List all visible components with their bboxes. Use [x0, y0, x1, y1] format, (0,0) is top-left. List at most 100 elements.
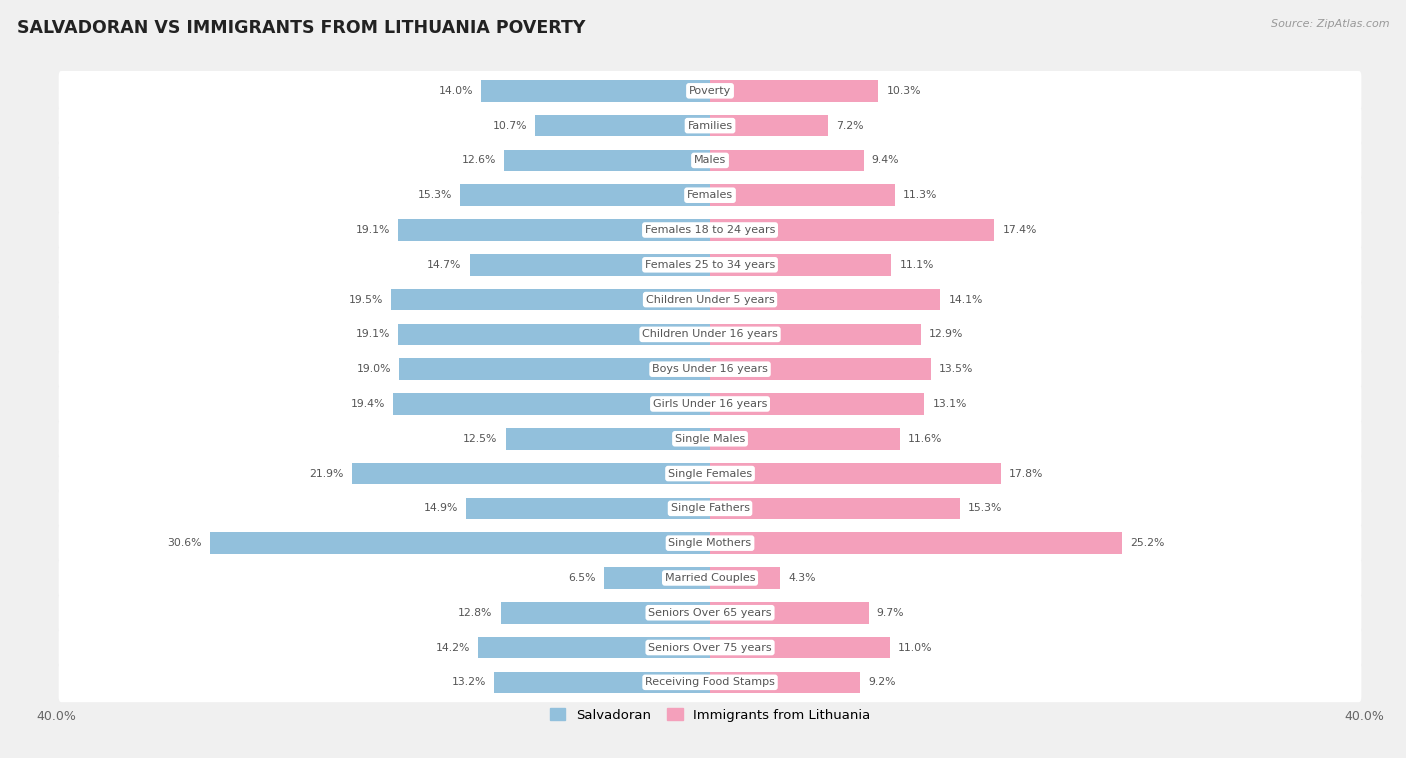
- Text: 14.9%: 14.9%: [425, 503, 458, 513]
- Bar: [710, 463, 1001, 484]
- Text: 4.3%: 4.3%: [789, 573, 815, 583]
- FancyBboxPatch shape: [59, 210, 1361, 250]
- Bar: [710, 359, 931, 380]
- Bar: [710, 289, 941, 310]
- FancyBboxPatch shape: [59, 349, 1361, 389]
- Text: 19.4%: 19.4%: [350, 399, 385, 409]
- Bar: [710, 254, 891, 276]
- Text: Males: Males: [695, 155, 725, 165]
- Text: 11.6%: 11.6%: [908, 434, 942, 443]
- FancyBboxPatch shape: [59, 175, 1361, 215]
- Text: Girls Under 16 years: Girls Under 16 years: [652, 399, 768, 409]
- Text: 6.5%: 6.5%: [568, 573, 596, 583]
- Text: 15.3%: 15.3%: [418, 190, 451, 200]
- Bar: [398, 324, 710, 345]
- Text: Females: Females: [688, 190, 733, 200]
- Text: Single Females: Single Females: [668, 468, 752, 478]
- Text: Poverty: Poverty: [689, 86, 731, 96]
- Bar: [710, 567, 780, 589]
- FancyBboxPatch shape: [59, 488, 1361, 528]
- Text: 12.8%: 12.8%: [458, 608, 492, 618]
- Text: 13.1%: 13.1%: [932, 399, 967, 409]
- FancyBboxPatch shape: [59, 140, 1361, 180]
- Text: 12.6%: 12.6%: [461, 155, 496, 165]
- FancyBboxPatch shape: [59, 315, 1361, 354]
- FancyBboxPatch shape: [59, 245, 1361, 285]
- Text: 11.3%: 11.3%: [903, 190, 938, 200]
- Text: 25.2%: 25.2%: [1130, 538, 1164, 548]
- Bar: [398, 219, 710, 241]
- Bar: [399, 359, 710, 380]
- Text: 9.2%: 9.2%: [869, 678, 896, 688]
- Bar: [710, 184, 894, 206]
- Bar: [495, 672, 710, 693]
- Bar: [478, 637, 710, 658]
- Text: 30.6%: 30.6%: [167, 538, 201, 548]
- Text: 15.3%: 15.3%: [969, 503, 1002, 513]
- Text: 12.5%: 12.5%: [463, 434, 498, 443]
- FancyBboxPatch shape: [59, 523, 1361, 563]
- Bar: [505, 149, 710, 171]
- Bar: [506, 428, 710, 449]
- Text: 21.9%: 21.9%: [309, 468, 344, 478]
- Text: 19.1%: 19.1%: [356, 330, 389, 340]
- Bar: [352, 463, 710, 484]
- Bar: [391, 289, 710, 310]
- Text: Children Under 5 years: Children Under 5 years: [645, 295, 775, 305]
- Text: Seniors Over 75 years: Seniors Over 75 years: [648, 643, 772, 653]
- Text: 10.7%: 10.7%: [492, 121, 527, 130]
- Text: 14.1%: 14.1%: [949, 295, 983, 305]
- Text: Females 18 to 24 years: Females 18 to 24 years: [645, 225, 775, 235]
- FancyBboxPatch shape: [59, 419, 1361, 459]
- FancyBboxPatch shape: [59, 106, 1361, 146]
- Bar: [481, 80, 710, 102]
- Text: 17.4%: 17.4%: [1002, 225, 1038, 235]
- Text: Children Under 16 years: Children Under 16 years: [643, 330, 778, 340]
- Bar: [710, 393, 924, 415]
- Text: Source: ZipAtlas.com: Source: ZipAtlas.com: [1271, 19, 1389, 29]
- FancyBboxPatch shape: [59, 454, 1361, 493]
- Bar: [710, 672, 860, 693]
- Bar: [710, 149, 863, 171]
- FancyBboxPatch shape: [59, 71, 1361, 111]
- Text: Families: Families: [688, 121, 733, 130]
- Legend: Salvadoran, Immigrants from Lithuania: Salvadoran, Immigrants from Lithuania: [544, 703, 876, 727]
- FancyBboxPatch shape: [59, 280, 1361, 319]
- Text: Married Couples: Married Couples: [665, 573, 755, 583]
- Text: 9.4%: 9.4%: [872, 155, 900, 165]
- FancyBboxPatch shape: [59, 662, 1361, 702]
- Bar: [710, 115, 828, 136]
- Text: 19.1%: 19.1%: [356, 225, 389, 235]
- Bar: [710, 428, 900, 449]
- Text: 19.5%: 19.5%: [349, 295, 382, 305]
- Text: 11.1%: 11.1%: [900, 260, 934, 270]
- Text: 9.7%: 9.7%: [877, 608, 904, 618]
- FancyBboxPatch shape: [59, 593, 1361, 633]
- Bar: [710, 532, 1122, 554]
- Text: 7.2%: 7.2%: [837, 121, 863, 130]
- Text: 17.8%: 17.8%: [1010, 468, 1043, 478]
- Bar: [536, 115, 710, 136]
- Bar: [467, 497, 710, 519]
- Bar: [710, 219, 994, 241]
- Bar: [460, 184, 710, 206]
- Bar: [710, 497, 960, 519]
- Text: Seniors Over 65 years: Seniors Over 65 years: [648, 608, 772, 618]
- Bar: [209, 532, 710, 554]
- Text: Single Fathers: Single Fathers: [671, 503, 749, 513]
- Bar: [710, 602, 869, 624]
- Text: 13.5%: 13.5%: [939, 364, 973, 374]
- Text: 14.7%: 14.7%: [427, 260, 461, 270]
- Text: 10.3%: 10.3%: [887, 86, 921, 96]
- Text: 14.2%: 14.2%: [436, 643, 470, 653]
- Text: 12.9%: 12.9%: [929, 330, 963, 340]
- Bar: [603, 567, 710, 589]
- Text: Single Males: Single Males: [675, 434, 745, 443]
- Bar: [501, 602, 710, 624]
- Bar: [392, 393, 710, 415]
- Bar: [470, 254, 710, 276]
- Bar: [710, 637, 890, 658]
- FancyBboxPatch shape: [59, 558, 1361, 598]
- Text: 11.0%: 11.0%: [898, 643, 932, 653]
- Text: Single Mothers: Single Mothers: [668, 538, 752, 548]
